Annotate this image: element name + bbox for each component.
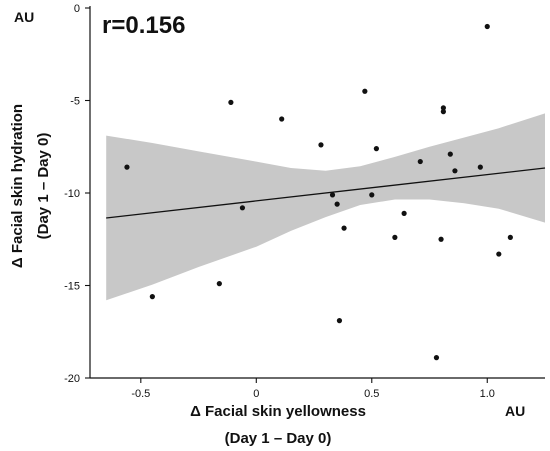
data-point-14: [373, 146, 379, 152]
regression-line-layer: [106, 167, 546, 219]
data-points-layer: [124, 23, 513, 361]
data-point-9: [334, 201, 340, 207]
x-axis-label-line-1: Δ Facial skin yellowness: [190, 403, 366, 420]
data-point-7: [318, 142, 324, 148]
axes: [89, 6, 545, 379]
x-axis-label-line-2: (Day 1 – Day 0): [225, 430, 332, 447]
data-point-16: [401, 210, 407, 216]
data-point-20: [440, 105, 446, 111]
y-axis-label-line-1: Δ Facial skin hydration: [9, 104, 26, 268]
x-tick-label: 1.0: [480, 388, 495, 400]
data-point-2: [149, 294, 155, 300]
data-point-10: [336, 318, 343, 324]
y-tick-label: -15: [64, 281, 80, 293]
data-point-3: [216, 281, 222, 287]
data-point-8: [329, 192, 336, 198]
data-point-4: [228, 99, 234, 105]
y-tick-label: -5: [70, 96, 80, 108]
x-tick-label: -0.5: [131, 388, 150, 400]
data-point-25: [484, 23, 490, 30]
x-tick-label: 0.5: [364, 388, 379, 400]
data-point-18: [433, 355, 440, 361]
data-point-6: [279, 116, 285, 122]
data-point-24: [477, 164, 483, 170]
y-tick-label: -10: [64, 188, 80, 200]
data-point-27: [507, 234, 513, 240]
data-point-26: [496, 251, 502, 257]
y-tick-label: -20: [64, 373, 80, 385]
data-point-11: [341, 225, 347, 231]
confidence-band: [106, 113, 545, 301]
y-axis-unit: AU: [14, 9, 34, 25]
regression-line: [106, 167, 546, 219]
axis-ticks: -0.5 0 0.5 1.0 0 -5 -10 -15 -20: [64, 3, 495, 400]
data-point-17: [417, 158, 423, 165]
correlation-annotation: r=0.156: [102, 12, 185, 39]
data-point-1: [124, 164, 130, 170]
data-point-19: [438, 236, 444, 242]
data-point-21: [440, 109, 446, 115]
data-point-23: [452, 168, 458, 174]
y-axis-label-line-2: (Day 1 – Day 0): [35, 133, 52, 240]
data-point-12: [362, 88, 368, 94]
data-point-5: [239, 205, 246, 211]
y-tick-label: 0: [74, 3, 80, 15]
confidence-band-layer: [106, 113, 545, 301]
x-axis-unit: AU: [505, 403, 525, 419]
data-point-15: [392, 234, 398, 240]
data-point-22: [447, 151, 453, 157]
x-tick-label: 0: [253, 388, 259, 400]
data-point-13: [369, 192, 375, 198]
